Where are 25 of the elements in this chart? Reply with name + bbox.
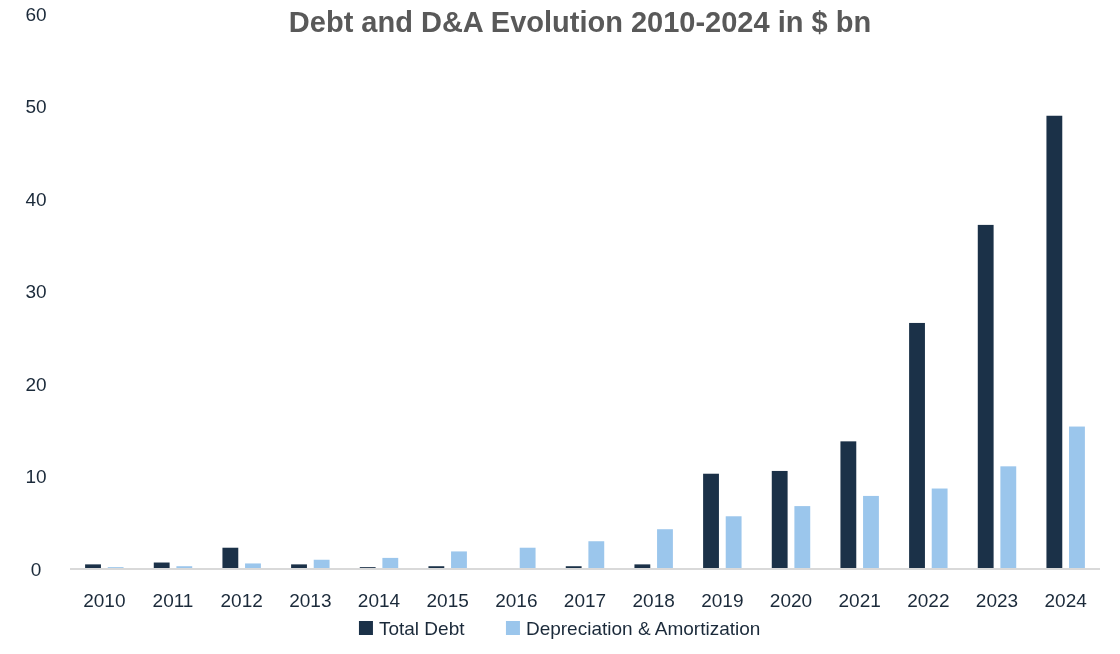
y-tick-label: 40	[25, 188, 47, 210]
x-tick-label: 2024	[1044, 590, 1088, 611]
y-tick-label: 60	[25, 3, 47, 25]
x-tick-label: 2010	[83, 590, 126, 611]
y-tick-label: 0	[30, 558, 42, 580]
x-tick-label: 2020	[769, 590, 813, 611]
y-tick-label: 50	[25, 96, 47, 118]
x-tick-label: 2023	[975, 590, 1019, 611]
legend-label: Total Debt	[378, 617, 466, 639]
x-tick-label: 2015	[426, 590, 469, 611]
x-tick-label: 2019	[701, 590, 744, 611]
x-tick-label: 2013	[289, 590, 332, 611]
x-tick-label: 2021	[838, 590, 881, 611]
y-tick-label: 20	[25, 373, 47, 395]
legend-label: Depreciation & Amortization	[525, 617, 761, 639]
y-tick-label: 30	[25, 281, 47, 303]
chart-title: Debt and D&A Evolution 2010-2024 in $ bn	[288, 6, 872, 38]
x-tick-label: 2022	[907, 590, 950, 611]
x-tick-label: 2017	[563, 590, 607, 611]
x-tick-label: 2016	[495, 590, 538, 611]
y-tick-label: 10	[25, 466, 47, 488]
x-tick-label: 2011	[152, 590, 194, 611]
x-tick-label: 2018	[632, 590, 675, 611]
x-tick-label: 2014	[357, 590, 401, 611]
x-tick-label: 2012	[220, 590, 263, 611]
